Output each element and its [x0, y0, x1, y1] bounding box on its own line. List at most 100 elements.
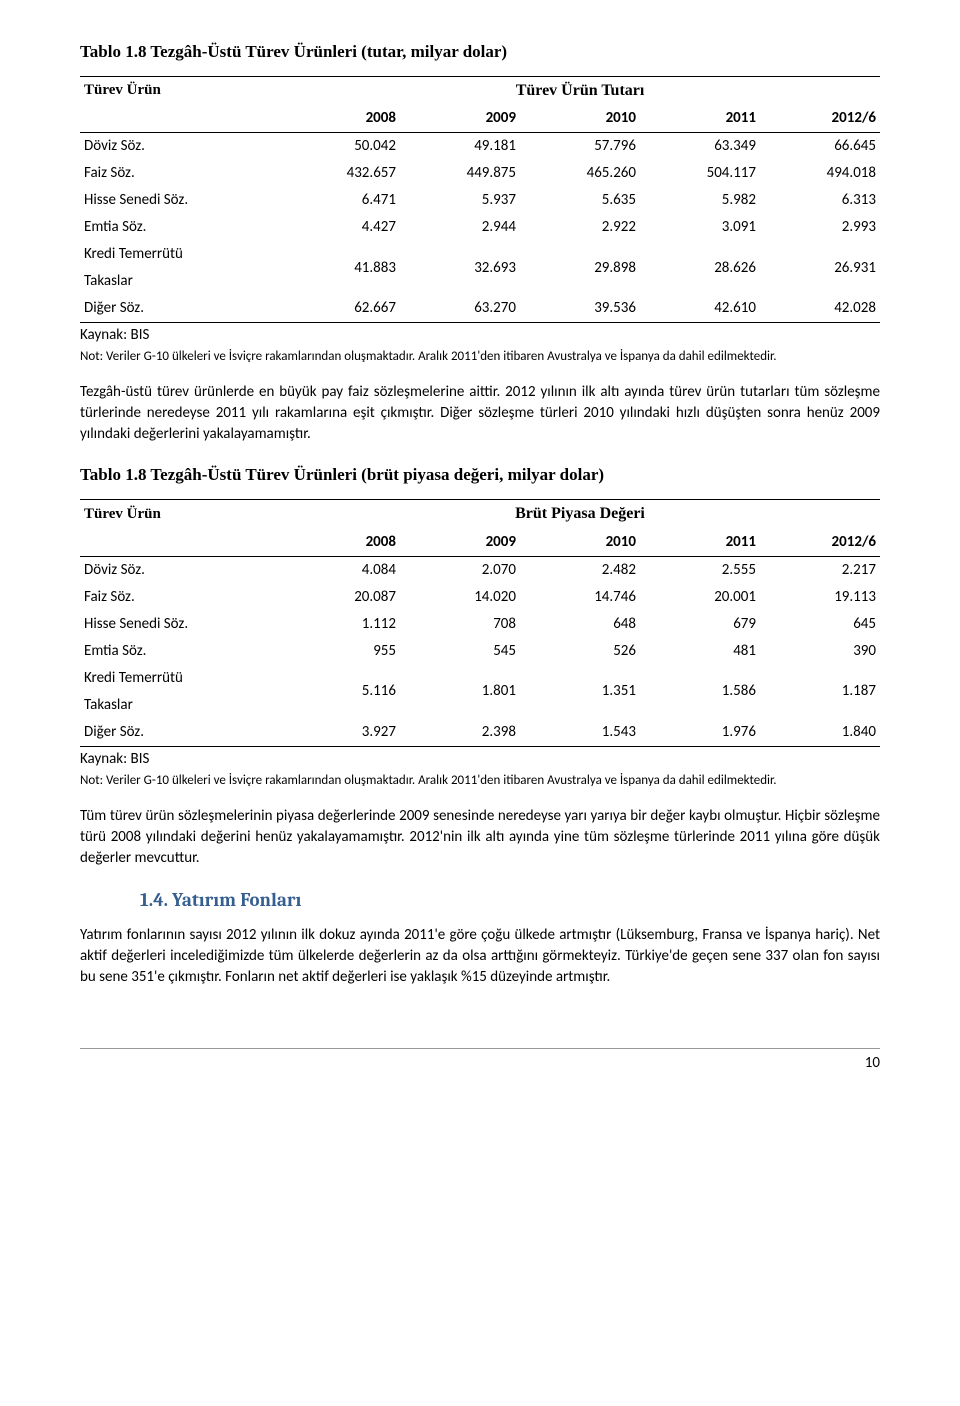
cell: 2.070	[400, 556, 520, 584]
table1-year-0: 2008	[280, 105, 400, 133]
cell: 66.645	[760, 133, 880, 161]
cell: 5.116	[280, 665, 400, 719]
cell: 526	[520, 638, 640, 665]
paragraph-3: Yatırım fonlarının sayısı 2012 yılının i…	[80, 925, 880, 988]
cell: 32.693	[400, 241, 520, 295]
cell: 2.944	[400, 214, 520, 241]
table-row: Diğer Söz. 3.927 2.398 1.543 1.976 1.840	[80, 719, 880, 747]
cell: 41.883	[280, 241, 400, 295]
table1-span-label: Türev Ürün Tutarı	[280, 76, 880, 105]
table1-year-3: 2011	[640, 105, 760, 133]
table2-year-4: 2012/6	[760, 529, 880, 557]
cell: 20.001	[640, 584, 760, 611]
row-label: Kredi Temerrütü	[80, 665, 280, 692]
table2-year-2: 2010	[520, 529, 640, 557]
table-row: Emtia Söz. 4.427 2.944 2.922 3.091 2.993	[80, 214, 880, 241]
cell: 390	[760, 638, 880, 665]
cell: 29.898	[520, 241, 640, 295]
cell: 449.875	[400, 160, 520, 187]
cell: 2.555	[640, 556, 760, 584]
table2-year-0: 2008	[280, 529, 400, 557]
table2-col-label: Türev Ürün	[80, 500, 280, 529]
table2-span-label: Brüt Piyasa Değeri	[280, 500, 880, 529]
cell: 1.976	[640, 719, 760, 747]
cell: 708	[400, 611, 520, 638]
table2-note: Not: Veriler G-10 ülkeleri ve İsviçre ra…	[80, 772, 880, 790]
row-label: Hisse Senedi Söz.	[80, 187, 280, 214]
table-row: Kredi Temerrütü 41.883 32.693 29.898 28.…	[80, 241, 880, 268]
row-label: Diğer Söz.	[80, 719, 280, 747]
cell: 648	[520, 611, 640, 638]
cell: 955	[280, 638, 400, 665]
cell: 42.028	[760, 295, 880, 323]
cell: 50.042	[280, 133, 400, 161]
cell: 19.113	[760, 584, 880, 611]
cell: 2.217	[760, 556, 880, 584]
table-row: Emtia Söz. 955 545 526 481 390	[80, 638, 880, 665]
row-label: Emtia Söz.	[80, 214, 280, 241]
cell: 14.746	[520, 584, 640, 611]
cell: 1.840	[760, 719, 880, 747]
cell: 465.260	[520, 160, 640, 187]
paragraph-2: Tüm türev ürün sözleşmelerinin piyasa de…	[80, 806, 880, 869]
table1-year-1: 2009	[400, 105, 520, 133]
cell: 432.657	[280, 160, 400, 187]
cell: 14.020	[400, 584, 520, 611]
cell: 20.087	[280, 584, 400, 611]
table2-year-1: 2009	[400, 529, 520, 557]
page-number: 10	[80, 1048, 880, 1074]
table-row: Faiz Söz. 432.657 449.875 465.260 504.11…	[80, 160, 880, 187]
table-row: Faiz Söz. 20.087 14.020 14.746 20.001 19…	[80, 584, 880, 611]
row-label: Diğer Söz.	[80, 295, 280, 323]
table1-year-2: 2010	[520, 105, 640, 133]
table2: Türev Ürün Brüt Piyasa Değeri 2008 2009 …	[80, 499, 880, 746]
row-label: Takaslar	[80, 268, 280, 295]
cell: 3.927	[280, 719, 400, 747]
cell: 545	[400, 638, 520, 665]
row-label: Takaslar	[80, 692, 280, 719]
cell: 4.427	[280, 214, 400, 241]
table-row: Döviz Söz. 50.042 49.181 57.796 63.349 6…	[80, 133, 880, 161]
paragraph-1: Tezgâh-üstü türev ürünlerde en büyük pay…	[80, 382, 880, 445]
cell: 2.922	[520, 214, 640, 241]
cell: 28.626	[640, 241, 760, 295]
row-label: Hisse Senedi Söz.	[80, 611, 280, 638]
row-label: Emtia Söz.	[80, 638, 280, 665]
cell: 494.018	[760, 160, 880, 187]
cell: 5.937	[400, 187, 520, 214]
table2-source: Kaynak: BIS	[80, 749, 880, 770]
cell: 1.586	[640, 665, 760, 719]
cell: 6.313	[760, 187, 880, 214]
cell: 57.796	[520, 133, 640, 161]
cell: 5.635	[520, 187, 640, 214]
cell: 504.117	[640, 160, 760, 187]
cell: 49.181	[400, 133, 520, 161]
cell: 4.084	[280, 556, 400, 584]
table2-year-3: 2011	[640, 529, 760, 557]
table2-title: Tablo 1.8 Tezgâh-Üstü Türev Ürünleri (br…	[80, 463, 880, 487]
table-row: Hisse Senedi Söz. 6.471 5.937 5.635 5.98…	[80, 187, 880, 214]
table-row: Hisse Senedi Söz. 1.112 708 648 679 645	[80, 611, 880, 638]
cell: 1.351	[520, 665, 640, 719]
row-label: Faiz Söz.	[80, 584, 280, 611]
table-row: Döviz Söz. 4.084 2.070 2.482 2.555 2.217	[80, 556, 880, 584]
cell: 63.349	[640, 133, 760, 161]
table-row: Kredi Temerrütü 5.116 1.801 1.351 1.586 …	[80, 665, 880, 692]
table1-col-label: Türev Ürün	[80, 76, 280, 105]
cell: 679	[640, 611, 760, 638]
cell: 2.993	[760, 214, 880, 241]
table1-title: Tablo 1.8 Tezgâh-Üstü Türev Ürünleri (tu…	[80, 40, 880, 64]
cell: 62.667	[280, 295, 400, 323]
cell: 5.982	[640, 187, 760, 214]
cell: 2.482	[520, 556, 640, 584]
cell: 39.536	[520, 295, 640, 323]
cell: 1.543	[520, 719, 640, 747]
row-label: Faiz Söz.	[80, 160, 280, 187]
row-label: Kredi Temerrütü	[80, 241, 280, 268]
cell: 481	[640, 638, 760, 665]
cell: 1.801	[400, 665, 520, 719]
section-heading: 1.4. Yatırım Fonları	[140, 887, 880, 914]
cell: 2.398	[400, 719, 520, 747]
row-label: Döviz Söz.	[80, 556, 280, 584]
cell: 645	[760, 611, 880, 638]
